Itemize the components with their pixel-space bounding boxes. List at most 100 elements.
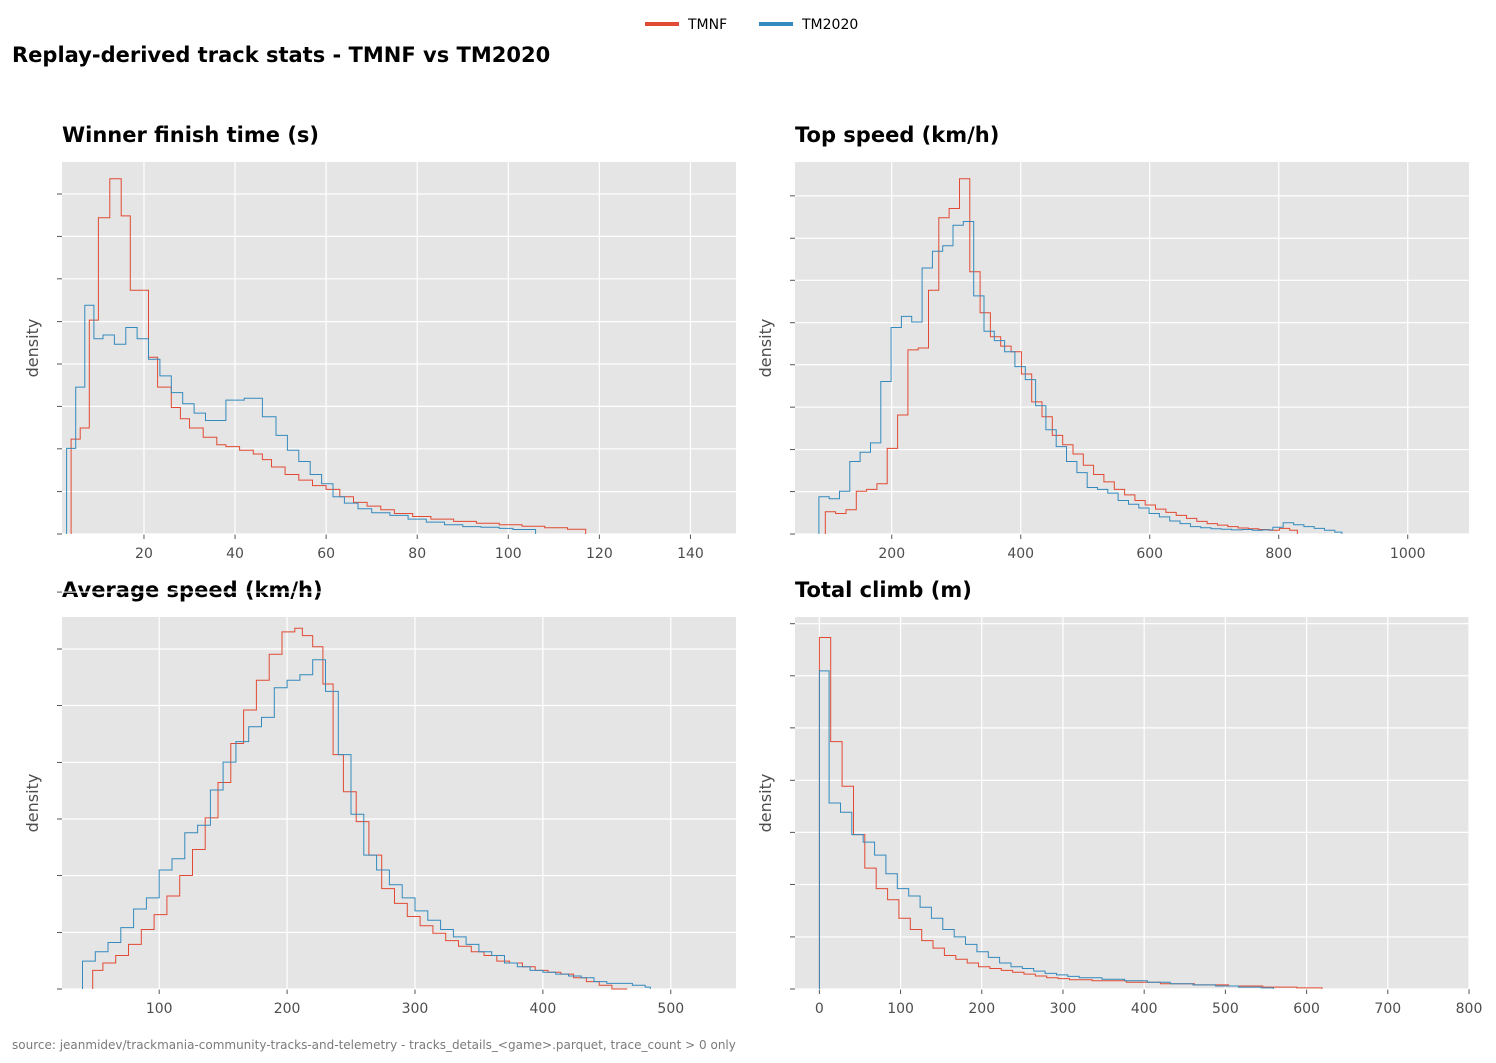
histogram-bin-tm2020 (943, 930, 954, 990)
histogram-bin-tm2020 (223, 762, 236, 989)
x-tick-label: 800 (1456, 1001, 1483, 1017)
histogram-bin-tm2020 (1068, 976, 1079, 989)
histogram-bin-tm2020 (137, 339, 148, 534)
x-tick-label: 500 (1212, 1001, 1239, 1017)
histogram-bin-tm2020 (966, 944, 977, 989)
histogram-outline-tmnf (818, 637, 1323, 989)
histogram-bin-tm2020 (852, 835, 863, 989)
histogram-bin-tm2020 (1098, 489, 1108, 534)
histogram-outline-tmnf (92, 627, 628, 990)
histogram-bin-tm2020 (445, 525, 463, 534)
histogram-bin-tm2020 (300, 675, 313, 989)
histogram-bin-tm2020 (505, 963, 518, 989)
series-tmnf (818, 637, 1323, 989)
x-tick-label: 1000 (1390, 546, 1426, 562)
histogram-bin-tm2020 (114, 344, 125, 534)
histogram-bin-tm2020 (103, 335, 114, 534)
histogram-bin-tm2020 (530, 970, 543, 989)
histogram-bin-tm2020 (594, 982, 607, 989)
histogram-bin-tm2020 (1005, 352, 1015, 534)
histogram-bin-tmnf (545, 528, 568, 534)
plot-area (62, 162, 736, 534)
x-tick-label: 600 (1293, 1001, 1320, 1017)
series-tm2020 (66, 304, 537, 534)
histogram-bin-tm2020 (841, 812, 852, 989)
x-tick-label: 0 (815, 1001, 824, 1017)
histogram-bin-tm2020 (1294, 525, 1304, 534)
histogram-bin-tm2020 (963, 222, 973, 535)
x-tick-label: 600 (1136, 546, 1163, 562)
x-tick-label: 200 (878, 546, 905, 562)
y-axis-label: density (23, 774, 42, 833)
histogram-bin-tm2020 (860, 452, 870, 534)
histogram-bin-tm2020 (581, 978, 594, 989)
histogram-bin-tm2020 (377, 870, 390, 989)
panel-title: Average speed (km/h) (62, 578, 323, 602)
histogram-bin-tm2020 (1000, 963, 1011, 989)
histogram-bin-tm2020 (453, 937, 466, 989)
histogram-bin-tm2020 (1193, 985, 1216, 989)
histogram-bin-tm2020 (863, 842, 874, 989)
histogram-bin-tm2020 (428, 920, 441, 989)
histogram-bin-tm2020 (953, 225, 963, 534)
histogram-bin-tm2020 (426, 522, 444, 534)
histogram-bin-tm2020 (1102, 979, 1125, 989)
histogram-bin-tm2020 (172, 859, 185, 989)
histogram-bin-tm2020 (517, 967, 530, 989)
histogram-outline-tm2020 (818, 221, 1343, 534)
legend-label-tmnf: TMNF (687, 17, 727, 33)
histogram-bin-tm2020 (881, 382, 891, 535)
x-tick-label: 60 (317, 546, 335, 562)
histogram-bin-tm2020 (1304, 527, 1314, 534)
histogram-bin-tmnf (568, 529, 586, 534)
panel-top-speed: Top speed (km/h) 200 400 600 800 1000 density (756, 123, 1469, 562)
histogram-bin-tm2020 (1034, 971, 1045, 989)
histogram-bin-tm2020 (1056, 447, 1066, 534)
panel-title: Total climb (m) (795, 578, 972, 602)
histogram-bin-tm2020 (390, 515, 408, 534)
histogram-bin-tm2020 (974, 296, 984, 534)
plot-area (795, 162, 1469, 534)
histogram-bin-tm2020 (160, 376, 171, 534)
histogram-bin-tm2020 (1108, 493, 1118, 534)
histogram-bin-tm2020 (943, 246, 953, 534)
histogram-bin-tm2020 (932, 251, 942, 534)
histogram-bin-tm2020 (1180, 524, 1190, 534)
histogram-bin-tm2020 (67, 448, 76, 534)
series-tmnf (824, 178, 1298, 534)
histogram-bin-tm2020 (262, 417, 276, 534)
histogram-bin-tm2020 (1025, 380, 1035, 534)
histogram-bin-tm2020 (1221, 529, 1231, 534)
histogram-bin-tm2020 (76, 387, 85, 534)
histogram-bin-tm2020 (620, 983, 633, 989)
figure-title: Replay-derived track stats - TMNF vs TM2… (12, 43, 550, 67)
histogram-bin-tm2020 (313, 660, 326, 989)
y-axis-label: density (23, 319, 42, 378)
histogram-bin-tm2020 (901, 316, 911, 534)
x-tick-label: 500 (657, 1001, 684, 1017)
plot-area (62, 617, 736, 989)
y-axis-label: density (756, 774, 775, 833)
histogram-bin-tm2020 (897, 889, 908, 989)
histogram-bin-tm2020 (1077, 473, 1087, 534)
histogram-bin-tm2020 (274, 688, 287, 989)
histogram-bin-tm2020 (185, 833, 198, 989)
histogram-bin-tm2020 (1129, 504, 1139, 534)
histogram-bin-tm2020 (1201, 528, 1211, 534)
histogram-bin-tm2020 (977, 952, 988, 989)
panel-title: Top speed (km/h) (795, 123, 999, 147)
series-tm2020 (82, 659, 651, 989)
histogram-bin-tm2020 (244, 398, 262, 534)
histogram-bin-tm2020 (194, 413, 205, 534)
histogram-bin-tm2020 (556, 974, 569, 989)
histogram-bin-tm2020 (351, 814, 364, 989)
plot-area (795, 617, 1469, 989)
histogram-outline-tmnf (70, 178, 587, 534)
histogram-bin-tm2020 (344, 503, 358, 534)
histogram-bin-tm2020 (358, 509, 372, 534)
histogram-outline-tm2020 (818, 670, 1274, 989)
histogram-bin-tm2020 (1046, 430, 1056, 534)
histogram-bin-tm2020 (146, 898, 159, 989)
x-tick-label: 200 (968, 1001, 995, 1017)
histogram-bin-tm2020 (1147, 982, 1170, 989)
